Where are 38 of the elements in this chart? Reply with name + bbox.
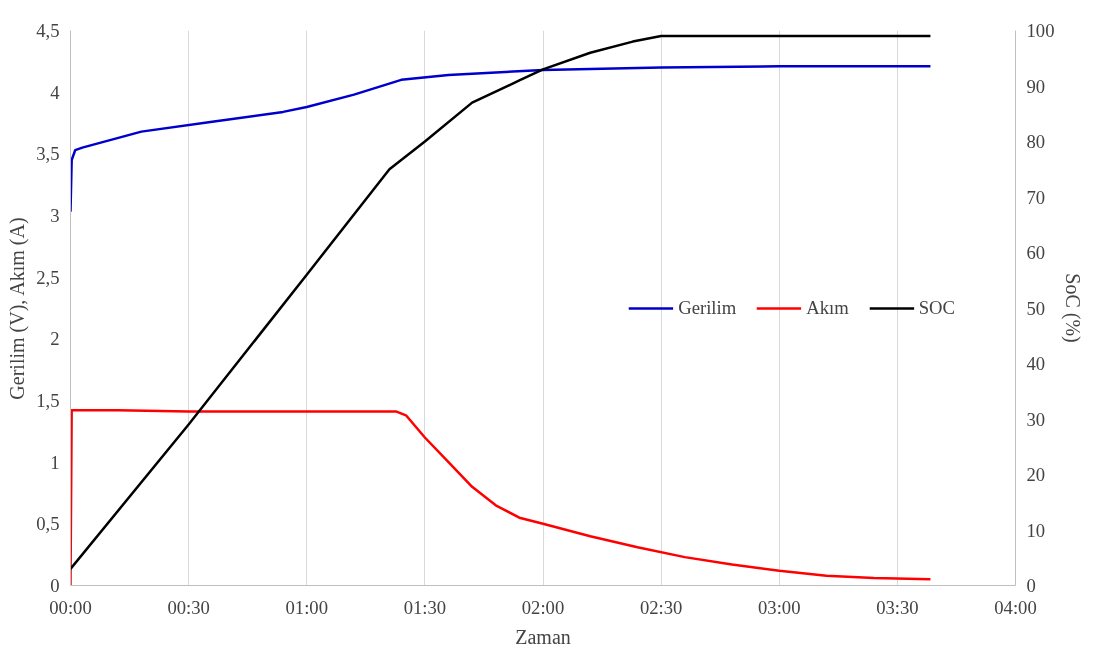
y-tick-label: 1,5: [36, 390, 60, 411]
y-tick-label: 4,5: [36, 20, 60, 41]
y-axis-title: Gerilim (V), Akım (A): [6, 217, 30, 400]
y2-tick-label: 50: [1026, 297, 1046, 319]
y2-tick-label: 30: [1026, 408, 1046, 430]
y2-tick-label: 10: [1026, 519, 1046, 541]
legend-label: SOC: [918, 296, 955, 319]
x-tick-label: 03:30: [876, 596, 919, 618]
y2-tick-label: 90: [1026, 75, 1046, 97]
y2-tick-label: 20: [1026, 464, 1046, 485]
y2-tick-label: 40: [1026, 353, 1046, 374]
y2-tick-label: 80: [1026, 131, 1046, 152]
x-tick-label: 02:30: [639, 596, 683, 618]
y-tick-label: 0: [50, 575, 60, 596]
x-tick-label: 02:00: [521, 596, 565, 618]
x-tick-label: 00:30: [167, 596, 210, 618]
x-tick-label: 00:00: [49, 596, 92, 618]
line-series: [70, 409, 932, 586]
y2-tick-label: 70: [1026, 186, 1046, 208]
y2-axis-title: SoC (%): [1061, 273, 1085, 343]
y2-tick-label: 0: [1026, 575, 1036, 596]
y-tick-label: 3: [50, 205, 60, 226]
x-tick-label: 03:00: [758, 596, 801, 618]
line-series: [70, 65, 932, 214]
y2-tick-label: 60: [1026, 242, 1046, 263]
y-tick-label: 4: [50, 81, 61, 103]
y-tick-label: 3,5: [36, 143, 60, 165]
legend-label: Gerilim: [678, 296, 737, 319]
y-tick-label: 2: [50, 328, 60, 350]
y-tick-label: 1: [50, 451, 60, 473]
y2-tick-label: 100: [1026, 20, 1055, 41]
x-tick-label: 01:30: [403, 596, 447, 618]
x-tick-label: 04:00: [994, 596, 1037, 618]
y-tick-label: 2,5: [36, 266, 60, 288]
x-axis-title: Zaman: [515, 625, 571, 648]
legend-label: Akım: [806, 296, 849, 319]
x-tick-label: 01:00: [285, 596, 328, 618]
y-tick-label: 0,5: [36, 513, 60, 535]
